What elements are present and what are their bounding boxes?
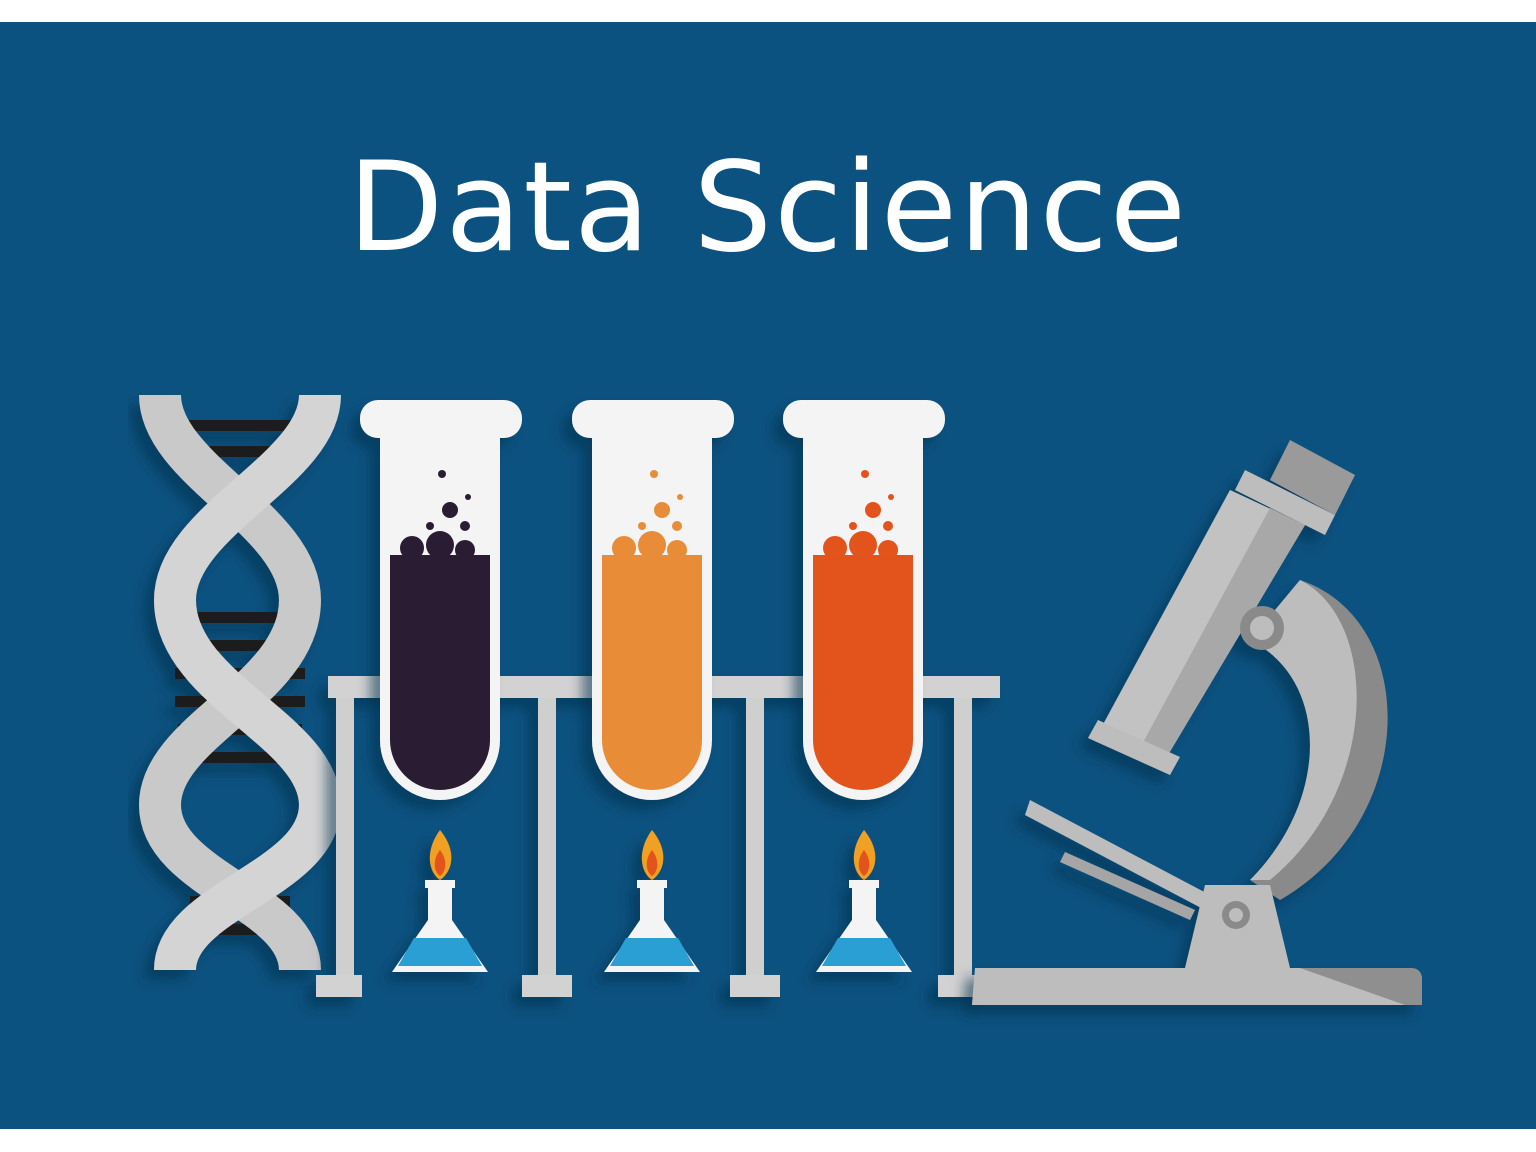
burner-flask-icon (392, 830, 488, 972)
burner-flask-icon (816, 830, 912, 972)
burner-flask-icon (604, 830, 700, 972)
test-tube-orange (572, 400, 734, 800)
dna-helix-icon (138, 392, 342, 973)
test-tube-dark (360, 400, 522, 800)
microscope-icon (972, 440, 1422, 1005)
page-title: Data Science (347, 136, 1189, 280)
test-tube-red (783, 400, 945, 800)
